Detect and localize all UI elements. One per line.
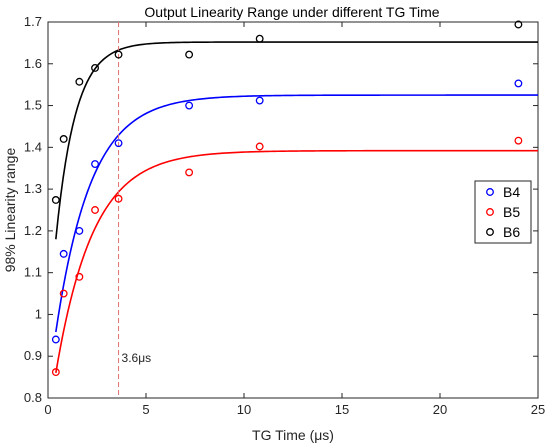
- x-tick-label: 25: [531, 402, 545, 417]
- point-b5: [59, 289, 68, 298]
- vline-label: 3.6μs: [122, 351, 152, 365]
- point-b4: [75, 226, 84, 235]
- x-axis-title: TG Time (μs): [252, 427, 334, 443]
- x-tick-label: 20: [433, 402, 447, 417]
- point-b6: [51, 196, 60, 204]
- x-tick-label: 10: [237, 402, 251, 417]
- y-axis-title: 98% Linearity range: [2, 148, 18, 273]
- data-points: [51, 20, 523, 377]
- y-tick-label: 1.7: [24, 14, 42, 29]
- y-axis: 0.8 0.9 1 1.1 1.2 1.3 1.4 1.5 1.6 1.7: [24, 14, 538, 405]
- point-b6: [59, 135, 68, 143]
- point-b5: [51, 368, 60, 377]
- point-b6: [75, 77, 84, 86]
- reference-line: 3.6μs: [118, 22, 152, 398]
- y-tick-label: 1.4: [24, 139, 42, 154]
- legend-box: [474, 180, 532, 244]
- point-b4: [91, 160, 99, 168]
- point-b4: [514, 79, 523, 88]
- point-b5: [75, 272, 84, 281]
- x-tick-label: 15: [335, 402, 349, 417]
- y-tick-label: 1.1: [24, 265, 42, 280]
- point-b6: [514, 20, 523, 29]
- y-tick-label: 1.2: [24, 223, 42, 238]
- point-b6: [114, 50, 123, 59]
- point-b5: [514, 136, 523, 145]
- point-b5: [114, 194, 123, 203]
- legend-marker-b5: [486, 208, 494, 216]
- legend-marker-b4: [486, 188, 494, 196]
- point-b6: [91, 64, 99, 72]
- x-tick-label: 0: [44, 402, 51, 417]
- legend: B4 B5 B6: [474, 180, 532, 244]
- point-b6: [255, 34, 264, 43]
- legend-label-b5: B5: [503, 204, 520, 220]
- point-b5: [185, 168, 194, 177]
- y-tick-label: 0.8: [24, 390, 42, 405]
- y-tick-label: 1.6: [24, 56, 42, 71]
- legend-label-b6: B6: [503, 224, 520, 240]
- point-b4: [59, 249, 68, 258]
- plot-area: [47, 21, 539, 399]
- chart-title: Output Linearity Range under different T…: [144, 4, 439, 20]
- x-axis: 0 5 10 15 20 25: [44, 22, 545, 417]
- fit-curves: [55, 41, 538, 374]
- legend-marker-b6: [486, 228, 494, 236]
- point-b5: [255, 142, 264, 151]
- point-b4: [114, 139, 123, 148]
- y-tick-label: 1.3: [24, 181, 42, 196]
- point-b5: [91, 206, 99, 214]
- y-tick-label: 1.5: [24, 98, 42, 113]
- x-tick-label: 5: [142, 402, 149, 417]
- point-b6: [185, 50, 194, 59]
- point-b4: [51, 335, 60, 344]
- point-b4: [185, 101, 194, 110]
- fit-curve-b4: [55, 94, 538, 333]
- y-tick-label: 0.9: [24, 348, 42, 363]
- point-b4: [255, 96, 264, 105]
- legend-label-b4: B4: [503, 184, 520, 200]
- fit-curve-b6: [55, 41, 538, 240]
- fit-curve-b5: [55, 149, 538, 374]
- y-tick-label: 1: [35, 306, 42, 321]
